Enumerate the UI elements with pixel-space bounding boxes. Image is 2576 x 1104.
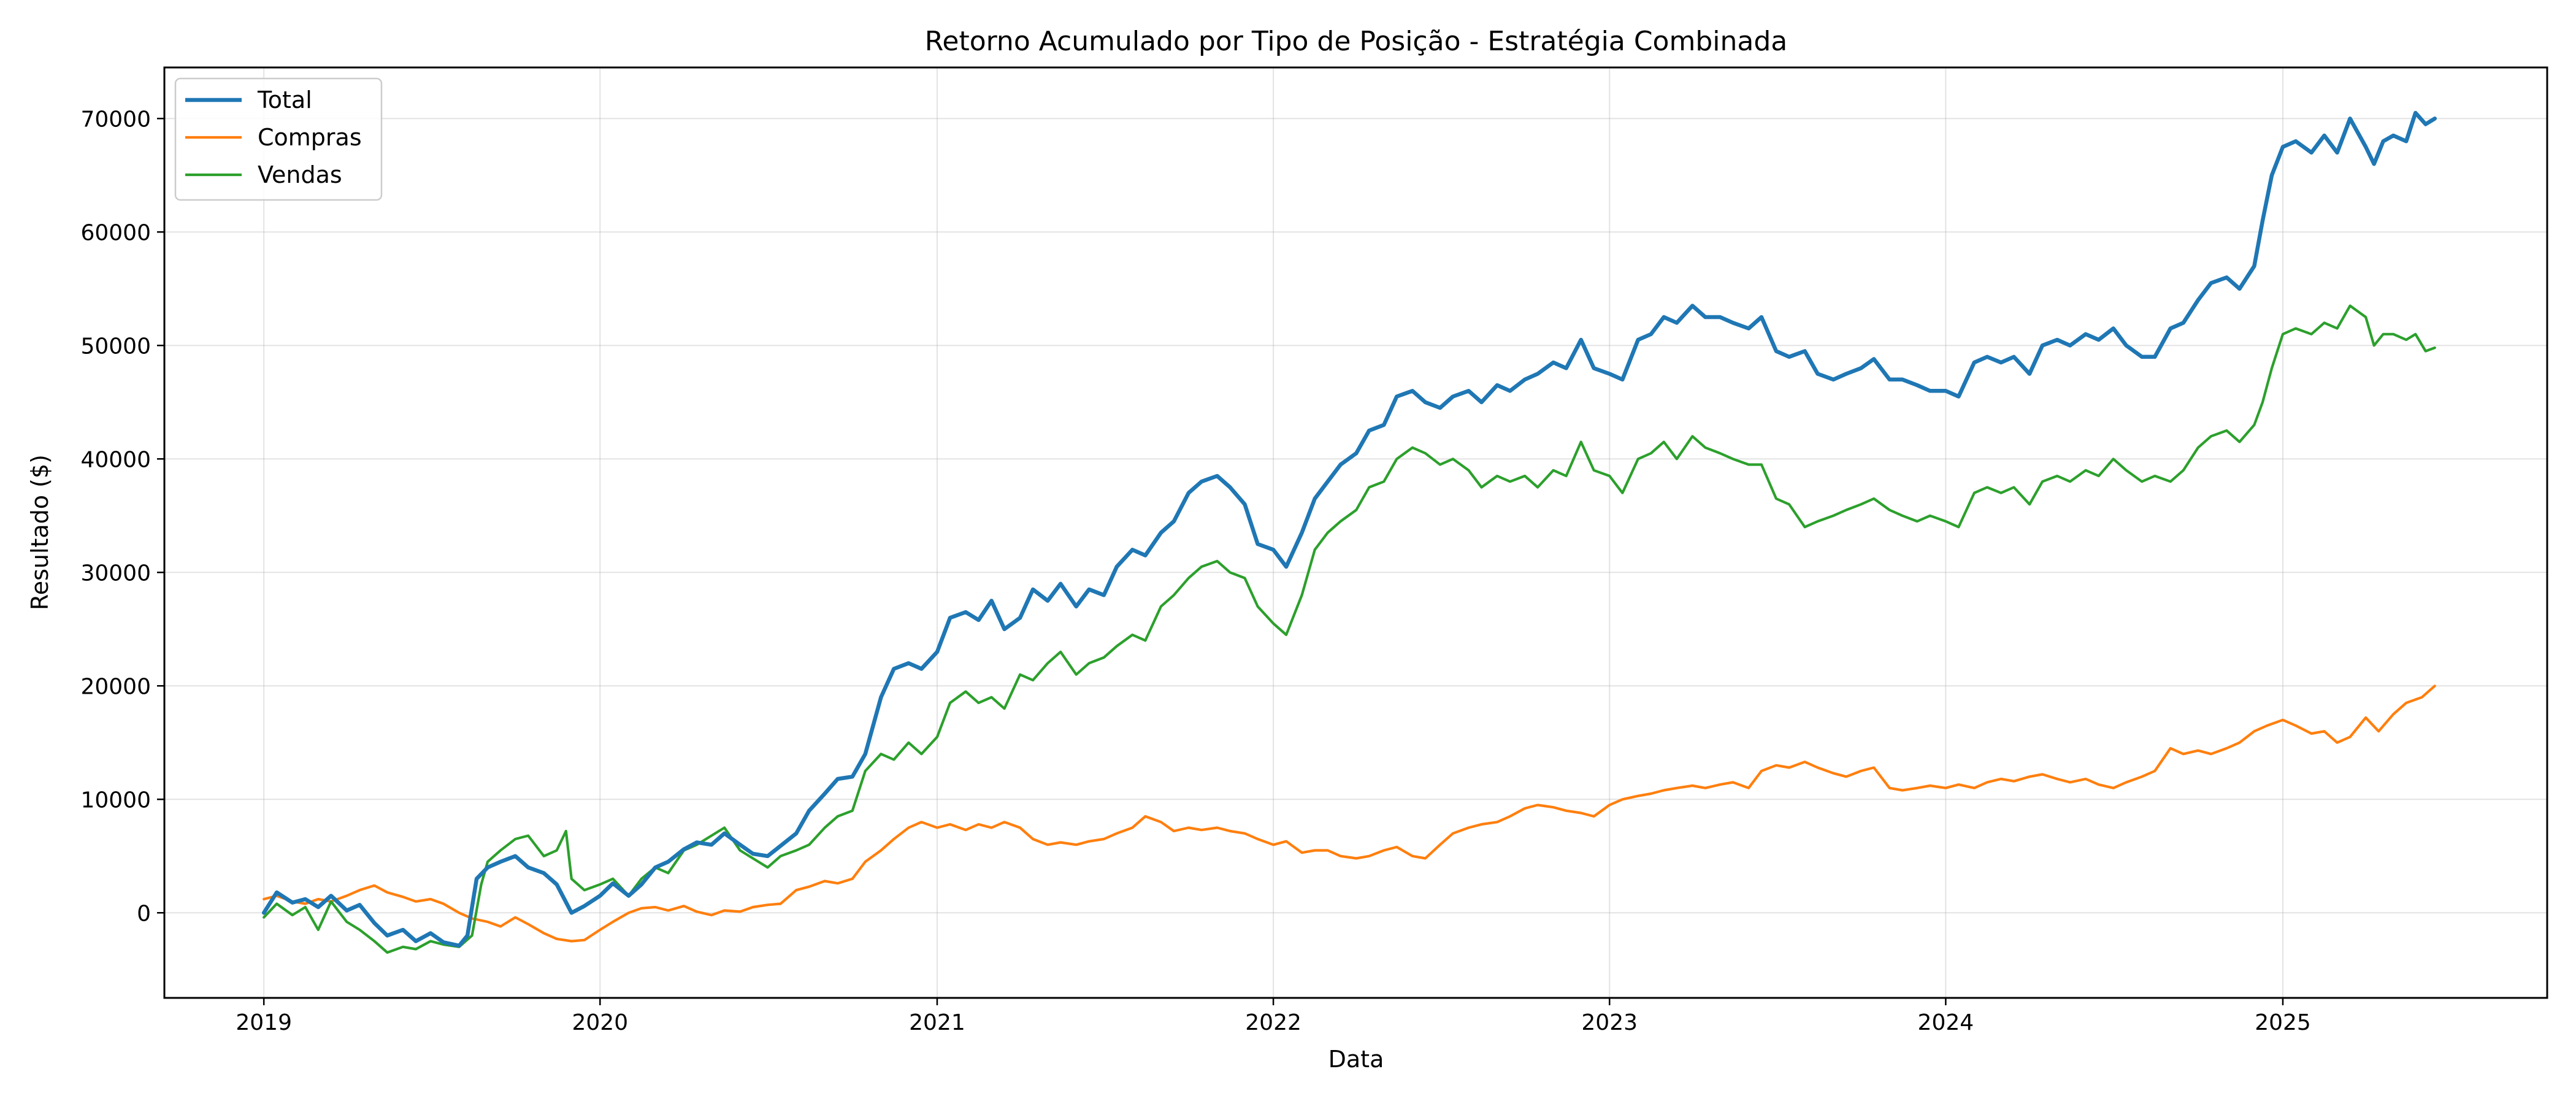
y-tick-label: 40000 (80, 447, 151, 472)
y-tick-label: 30000 (80, 561, 151, 586)
x-axis-ticks: 2019 2020 2021 2022 2023 2024 2025 (236, 998, 2311, 1035)
x-tick-label: 2019 (236, 1010, 292, 1035)
y-tick-label: 60000 (80, 220, 151, 245)
x-tick-label: 2023 (1581, 1010, 1638, 1035)
y-tick-label: 20000 (80, 674, 151, 699)
series-lines (261, 110, 2437, 954)
plot-frame (163, 66, 2548, 999)
y-tick-label: 0 (137, 901, 151, 926)
legend-label-compras: Compras (258, 124, 362, 151)
x-tick-label: 2022 (1245, 1010, 1301, 1035)
y-tick-label: 10000 (80, 788, 151, 813)
grid-lines (164, 67, 2547, 998)
legend: Total Compras Vendas (174, 77, 383, 201)
chart-title: Retorno Acumulado por Tipo de Posição - … (925, 26, 1787, 57)
legend-label-vendas: Vendas (258, 161, 342, 188)
series-line-compras (263, 684, 2436, 943)
x-tick-label: 2020 (572, 1010, 629, 1035)
legend-label-total: Total (257, 86, 312, 113)
y-tick-label: 50000 (80, 334, 151, 359)
x-tick-label: 2021 (909, 1010, 965, 1035)
x-tick-label: 2025 (2255, 1010, 2311, 1035)
y-axis-label: Resultado ($) (26, 454, 53, 610)
legend-box (174, 77, 383, 201)
series-line-total (261, 110, 2437, 948)
y-axis-ticks: 0 10000 20000 30000 40000 50000 60000 70000 (80, 107, 164, 926)
x-tick-label: 2024 (1918, 1010, 1974, 1035)
y-tick-label: 70000 (80, 107, 151, 132)
series-line-vendas (263, 304, 2436, 954)
x-axis-label: Data (1328, 1046, 1384, 1073)
